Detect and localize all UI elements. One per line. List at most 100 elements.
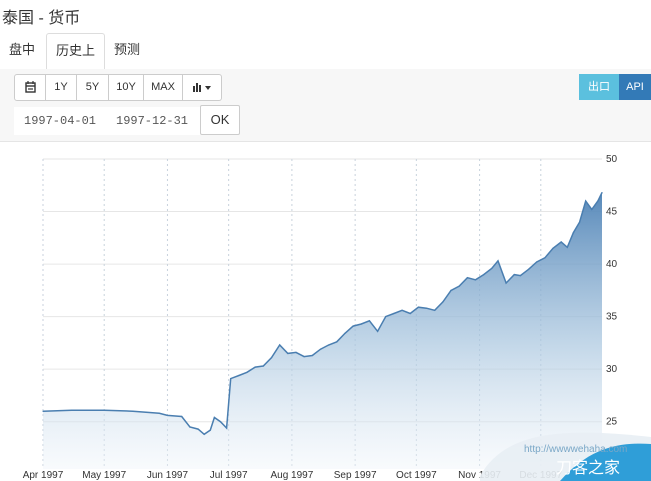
data-point: [279, 344, 281, 346]
export-button[interactable]: 出口: [579, 74, 619, 100]
data-point: [591, 208, 593, 210]
data-point: [585, 200, 587, 202]
data-point: [181, 415, 183, 418]
data-point: [483, 274, 485, 276]
data-point: [319, 348, 322, 350]
data-point: [287, 352, 289, 354]
tab-forecast[interactable]: 预测: [114, 42, 141, 57]
data-point: [71, 409, 73, 411]
x-tick-label: Aug 1997: [270, 470, 313, 481]
bar-chart-icon: [193, 83, 211, 92]
y-tick-label: 30: [606, 364, 618, 375]
data-point: [442, 301, 444, 303]
data-point: [368, 320, 370, 322]
tab-bar: 盘中 历史上 预测: [0, 33, 651, 70]
data-point: [203, 433, 205, 435]
data-point: [270, 357, 273, 359]
data-point: [458, 285, 460, 287]
watermark-name: 刀客之家: [556, 459, 620, 477]
data-point: [303, 356, 305, 358]
data-point: [377, 330, 379, 332]
data-point: [474, 279, 477, 281]
data-point: [246, 371, 248, 373]
data-point: [536, 261, 538, 263]
watermark-url: http://wwwwehaha.com: [524, 444, 627, 455]
data-point: [409, 312, 411, 315]
x-tick-label: Oct 1997: [396, 470, 437, 481]
y-tick-label: 50: [606, 154, 618, 165]
data-point: [262, 365, 264, 367]
data-point: [213, 416, 215, 419]
data-point: [328, 344, 330, 346]
end-date-input[interactable]: [106, 107, 204, 135]
chart-toolbar: 1Y 5Y 10Y MAX 出口 API OK: [0, 69, 651, 141]
data-point: [513, 274, 515, 276]
data-point: [491, 267, 493, 269]
calendar-button[interactable]: [14, 74, 46, 101]
data-point: [497, 260, 499, 262]
x-tick-label: May 1997: [82, 470, 126, 481]
calendar-icon: [25, 81, 36, 93]
x-tick-label: Apr 1997: [23, 470, 64, 481]
data-point: [560, 241, 562, 243]
watermark: http://wwwwehaha.com 刀客之家: [480, 432, 651, 481]
data-point: [597, 200, 599, 202]
data-point: [103, 409, 105, 411]
data-point: [238, 374, 240, 377]
data-point: [579, 221, 581, 223]
data-point: [166, 414, 168, 416]
data-point: [295, 351, 297, 353]
tab-historical[interactable]: 历史上: [46, 33, 106, 70]
data-point: [528, 268, 530, 270]
data-point: [226, 427, 228, 429]
data-point: [197, 428, 199, 430]
start-date-input[interactable]: [14, 107, 112, 135]
data-point: [425, 307, 428, 309]
ok-button[interactable]: OK: [200, 105, 240, 135]
data-point: [450, 289, 452, 291]
data-point: [254, 366, 256, 368]
data-point: [219, 421, 222, 423]
data-point: [344, 332, 346, 334]
data-point: [360, 323, 362, 325]
data-point: [466, 277, 468, 279]
data-point: [505, 282, 507, 284]
range-10y-button[interactable]: 10Y: [109, 74, 144, 101]
x-tick-label: Sep 1997: [334, 470, 377, 481]
x-tick-label: Jun 1997: [147, 470, 189, 481]
data-point: [311, 354, 313, 357]
data-point: [42, 410, 44, 412]
data-point: [434, 309, 436, 311]
page-title: 泰国 - 货币: [2, 10, 81, 27]
x-tick-label: Jul 1997: [210, 470, 248, 481]
data-point: [209, 429, 211, 431]
currency-chart: 25 30 35 40 45 50 Apr 1997 May 1997 Jun 1997 Jul…: [23, 154, 651, 481]
data-point: [544, 257, 546, 259]
x-tick-label: Nov 1997: [458, 470, 501, 481]
range-max-button[interactable]: MAX: [144, 74, 183, 101]
data-point: [566, 246, 568, 248]
series-area: [43, 192, 602, 469]
data-point: [132, 410, 134, 412]
tab-intraday[interactable]: 盘中: [9, 42, 36, 57]
y-tick-label: 40: [606, 259, 618, 270]
data-point: [336, 341, 338, 343]
toolbar-divider: [0, 141, 651, 142]
data-point: [158, 412, 160, 414]
data-point: [393, 312, 395, 315]
data-point: [552, 247, 554, 249]
data-point: [385, 316, 387, 318]
y-tick-label: 25: [606, 417, 618, 428]
range-button-group: 1Y 5Y 10Y MAX: [14, 74, 222, 101]
data-point: [519, 275, 522, 277]
data-point: [189, 426, 191, 428]
data-point: [417, 306, 419, 308]
chart-type-dropdown[interactable]: [183, 74, 222, 101]
range-5y-button[interactable]: 5Y: [77, 74, 109, 101]
range-1y-button[interactable]: 1Y: [46, 74, 77, 101]
data-point: [572, 232, 575, 234]
api-button[interactable]: API: [619, 74, 651, 100]
export-button-group: 出口 API: [579, 74, 651, 100]
data-point: [601, 192, 603, 194]
y-axis: 25 30 35 40 45 50: [606, 154, 618, 428]
